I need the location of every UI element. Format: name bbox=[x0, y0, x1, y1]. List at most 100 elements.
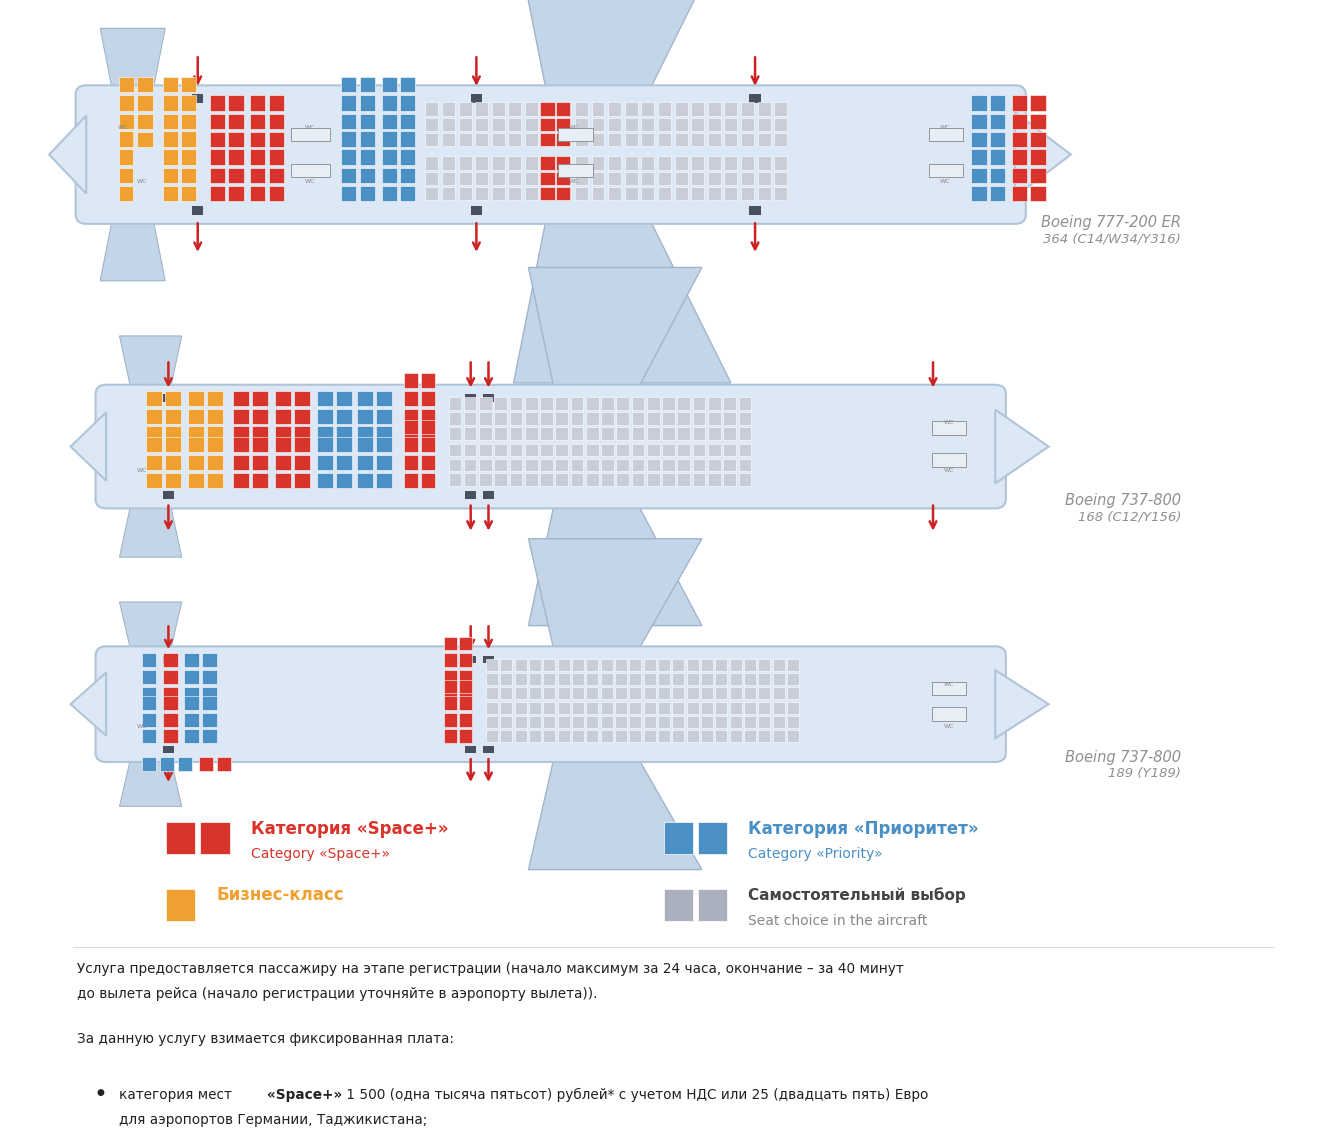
Bar bbox=[249, 132, 265, 148]
Bar bbox=[529, 673, 541, 685]
Bar bbox=[575, 118, 588, 131]
Bar bbox=[525, 427, 537, 440]
Bar bbox=[492, 157, 504, 169]
Bar bbox=[529, 660, 541, 671]
Bar bbox=[464, 412, 476, 425]
Bar bbox=[442, 172, 455, 184]
Bar bbox=[758, 118, 771, 131]
Bar bbox=[317, 409, 333, 424]
Bar bbox=[295, 426, 311, 441]
Text: WC: WC bbox=[940, 179, 950, 184]
Bar bbox=[617, 397, 629, 410]
Bar bbox=[971, 113, 987, 129]
Bar bbox=[662, 397, 675, 410]
Bar bbox=[775, 172, 787, 184]
Text: WC: WC bbox=[137, 179, 147, 184]
Text: WC: WC bbox=[305, 179, 316, 184]
Bar bbox=[1011, 132, 1027, 148]
Bar bbox=[146, 390, 162, 405]
Bar bbox=[459, 654, 472, 668]
Bar bbox=[641, 133, 654, 145]
Bar bbox=[500, 731, 512, 742]
Bar bbox=[483, 491, 494, 499]
Bar bbox=[744, 687, 756, 698]
Bar bbox=[525, 118, 537, 131]
Bar bbox=[228, 185, 244, 202]
Bar bbox=[601, 673, 613, 685]
Bar bbox=[544, 731, 555, 742]
Bar bbox=[119, 167, 133, 183]
Bar bbox=[275, 426, 291, 441]
Bar bbox=[674, 172, 687, 184]
Bar bbox=[592, 102, 605, 116]
Bar bbox=[180, 149, 196, 165]
Bar bbox=[739, 443, 751, 456]
Bar bbox=[698, 889, 727, 921]
Bar bbox=[544, 673, 555, 685]
Bar bbox=[442, 157, 455, 169]
Bar bbox=[163, 113, 178, 129]
Bar bbox=[673, 716, 685, 728]
Polygon shape bbox=[49, 116, 86, 194]
Bar bbox=[698, 822, 727, 854]
Bar bbox=[142, 729, 157, 743]
Bar bbox=[687, 660, 698, 671]
Bar bbox=[376, 473, 391, 488]
Bar bbox=[557, 687, 569, 698]
Bar bbox=[758, 172, 771, 184]
Bar bbox=[674, 133, 687, 145]
Bar bbox=[723, 458, 736, 472]
Bar bbox=[740, 102, 754, 116]
Bar bbox=[445, 696, 456, 710]
Bar bbox=[1031, 95, 1046, 111]
Bar bbox=[541, 102, 555, 116]
Bar bbox=[180, 132, 196, 148]
Bar bbox=[403, 373, 418, 388]
Bar bbox=[376, 455, 391, 469]
Bar bbox=[360, 113, 376, 129]
Bar bbox=[401, 77, 415, 93]
Bar bbox=[525, 187, 537, 200]
Bar bbox=[475, 102, 488, 116]
Bar bbox=[459, 133, 471, 145]
Bar bbox=[442, 102, 455, 116]
Bar bbox=[336, 426, 352, 441]
Bar bbox=[707, 118, 721, 131]
Bar bbox=[464, 397, 476, 410]
Bar bbox=[772, 687, 784, 698]
Bar bbox=[471, 206, 482, 215]
Bar bbox=[234, 426, 249, 441]
Bar bbox=[687, 673, 698, 685]
Polygon shape bbox=[119, 499, 182, 558]
Bar bbox=[525, 458, 537, 472]
Bar bbox=[617, 458, 629, 472]
Bar bbox=[744, 660, 756, 671]
Bar bbox=[601, 427, 614, 440]
Polygon shape bbox=[995, 410, 1048, 483]
Bar bbox=[188, 455, 204, 469]
Bar bbox=[228, 132, 244, 148]
Bar bbox=[572, 660, 584, 671]
Bar bbox=[268, 95, 284, 111]
Bar bbox=[601, 443, 614, 456]
Text: WC: WC bbox=[305, 125, 316, 131]
Bar bbox=[228, 113, 244, 129]
Bar bbox=[382, 113, 397, 129]
Bar bbox=[403, 473, 418, 488]
Bar bbox=[658, 702, 670, 713]
Bar bbox=[571, 412, 584, 425]
Bar bbox=[515, 731, 527, 742]
Bar bbox=[572, 716, 584, 728]
Bar bbox=[357, 473, 373, 488]
Bar bbox=[382, 95, 397, 111]
Bar bbox=[587, 427, 598, 440]
Bar bbox=[614, 687, 626, 698]
Bar bbox=[658, 687, 670, 698]
Bar bbox=[644, 702, 656, 713]
Bar bbox=[601, 702, 613, 713]
Bar bbox=[687, 687, 698, 698]
Bar bbox=[601, 458, 614, 472]
Bar bbox=[601, 716, 613, 728]
Bar bbox=[483, 745, 494, 753]
Bar bbox=[687, 716, 698, 728]
